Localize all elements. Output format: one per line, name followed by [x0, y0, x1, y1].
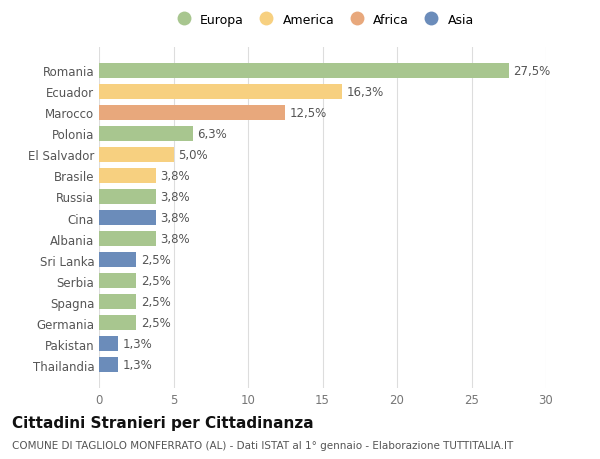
Text: 27,5%: 27,5% — [513, 65, 550, 78]
Bar — [99, 252, 136, 268]
Text: 2,5%: 2,5% — [141, 253, 170, 267]
Text: COMUNE DI TAGLIOLO MONFERRATO (AL) - Dati ISTAT al 1° gennaio - Elaborazione TUT: COMUNE DI TAGLIOLO MONFERRATO (AL) - Dat… — [12, 440, 513, 450]
Text: 5,0%: 5,0% — [178, 149, 208, 162]
Bar — [99, 106, 285, 121]
Bar — [99, 274, 136, 289]
Bar — [99, 294, 136, 309]
Bar — [99, 315, 136, 330]
Text: 1,3%: 1,3% — [123, 358, 152, 371]
Bar — [99, 168, 155, 184]
Text: 12,5%: 12,5% — [290, 106, 327, 120]
Text: 16,3%: 16,3% — [346, 86, 383, 99]
Text: 2,5%: 2,5% — [141, 296, 170, 308]
Text: 6,3%: 6,3% — [197, 128, 227, 140]
Text: 2,5%: 2,5% — [141, 316, 170, 330]
Bar — [99, 231, 155, 246]
Legend: Europa, America, Africa, Asia: Europa, America, Africa, Asia — [171, 14, 474, 27]
Text: 1,3%: 1,3% — [123, 337, 152, 350]
Text: 3,8%: 3,8% — [160, 212, 190, 224]
Bar — [99, 190, 155, 205]
Bar — [99, 357, 118, 372]
Bar — [99, 336, 118, 352]
Text: 2,5%: 2,5% — [141, 274, 170, 287]
Bar — [99, 147, 173, 162]
Bar — [99, 127, 193, 142]
Bar — [99, 84, 342, 100]
Text: 3,8%: 3,8% — [160, 169, 190, 183]
Text: Cittadini Stranieri per Cittadinanza: Cittadini Stranieri per Cittadinanza — [12, 415, 314, 431]
Text: 3,8%: 3,8% — [160, 190, 190, 203]
Bar — [99, 211, 155, 225]
Text: 3,8%: 3,8% — [160, 233, 190, 246]
Bar — [99, 64, 509, 79]
